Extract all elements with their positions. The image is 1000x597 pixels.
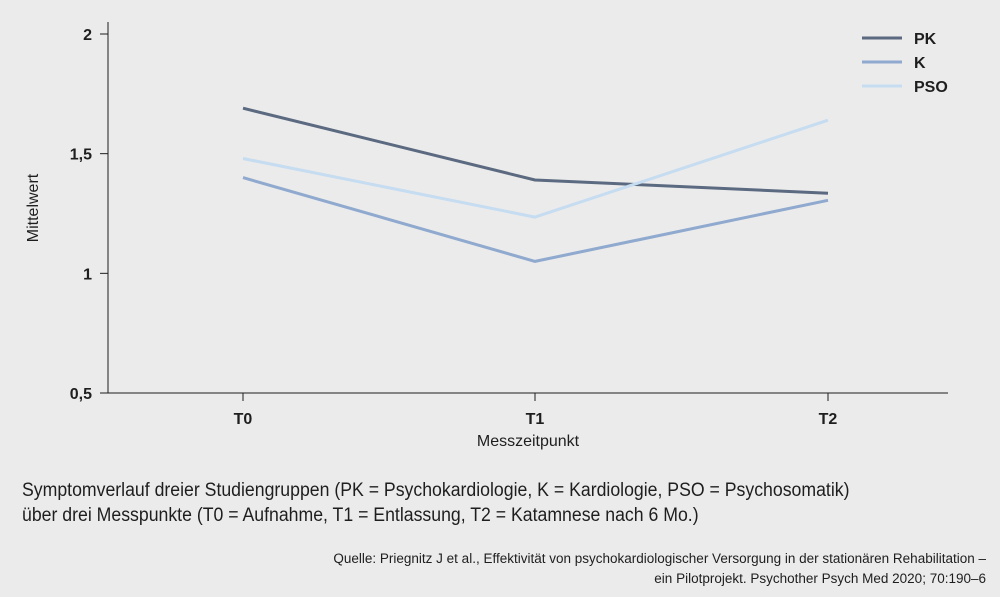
legend-label-k: K (914, 55, 926, 72)
line-chart: 0,5 1 1,5 2 T0 T1 T2 PK K PSO Messzeitpunkt Mit… (25, 22, 948, 450)
x-tick-label: T1 (526, 411, 545, 428)
y-tick-label: 1,5 (70, 147, 92, 164)
x-tick-label: T0 (234, 411, 253, 428)
series-line-pk (242, 106, 829, 195)
y-tick-label: 0,5 (70, 386, 92, 403)
source-citation: Quelle: Priegnitz J et al., Effektivität… (86, 549, 986, 589)
series-line-pso (242, 118, 829, 219)
series-lines (242, 106, 829, 263)
y-ticks: 0,5 1 1,5 2 (70, 27, 108, 403)
y-axis-title: Mittelwert (25, 173, 42, 242)
caption-line-2: über drei Messpunkte (T0 = Aufnahme, T1 … (22, 505, 699, 526)
chart-caption: Symptomverlauf dreier Studiengruppen (PK… (22, 478, 915, 528)
x-ticks: T0 T1 T2 (234, 393, 838, 428)
source-line-2: ein Pilotprojekt. Psychother Psych Med 2… (654, 571, 986, 586)
x-tick-label: T2 (819, 411, 838, 428)
y-tick-label: 1 (83, 266, 92, 283)
x-axis-title: Messzeitpunkt (477, 433, 580, 450)
y-tick-label: 2 (83, 27, 92, 44)
caption-line-1: Symptomverlauf dreier Studiengruppen (PK… (22, 480, 850, 501)
source-line-1: Quelle: Priegnitz J et al., Effektivität… (333, 551, 986, 566)
series-line-k (242, 176, 829, 263)
legend-label-pk: PK (914, 31, 937, 48)
legend-label-pso: PSO (914, 79, 948, 96)
legend: PK K PSO (862, 31, 948, 96)
